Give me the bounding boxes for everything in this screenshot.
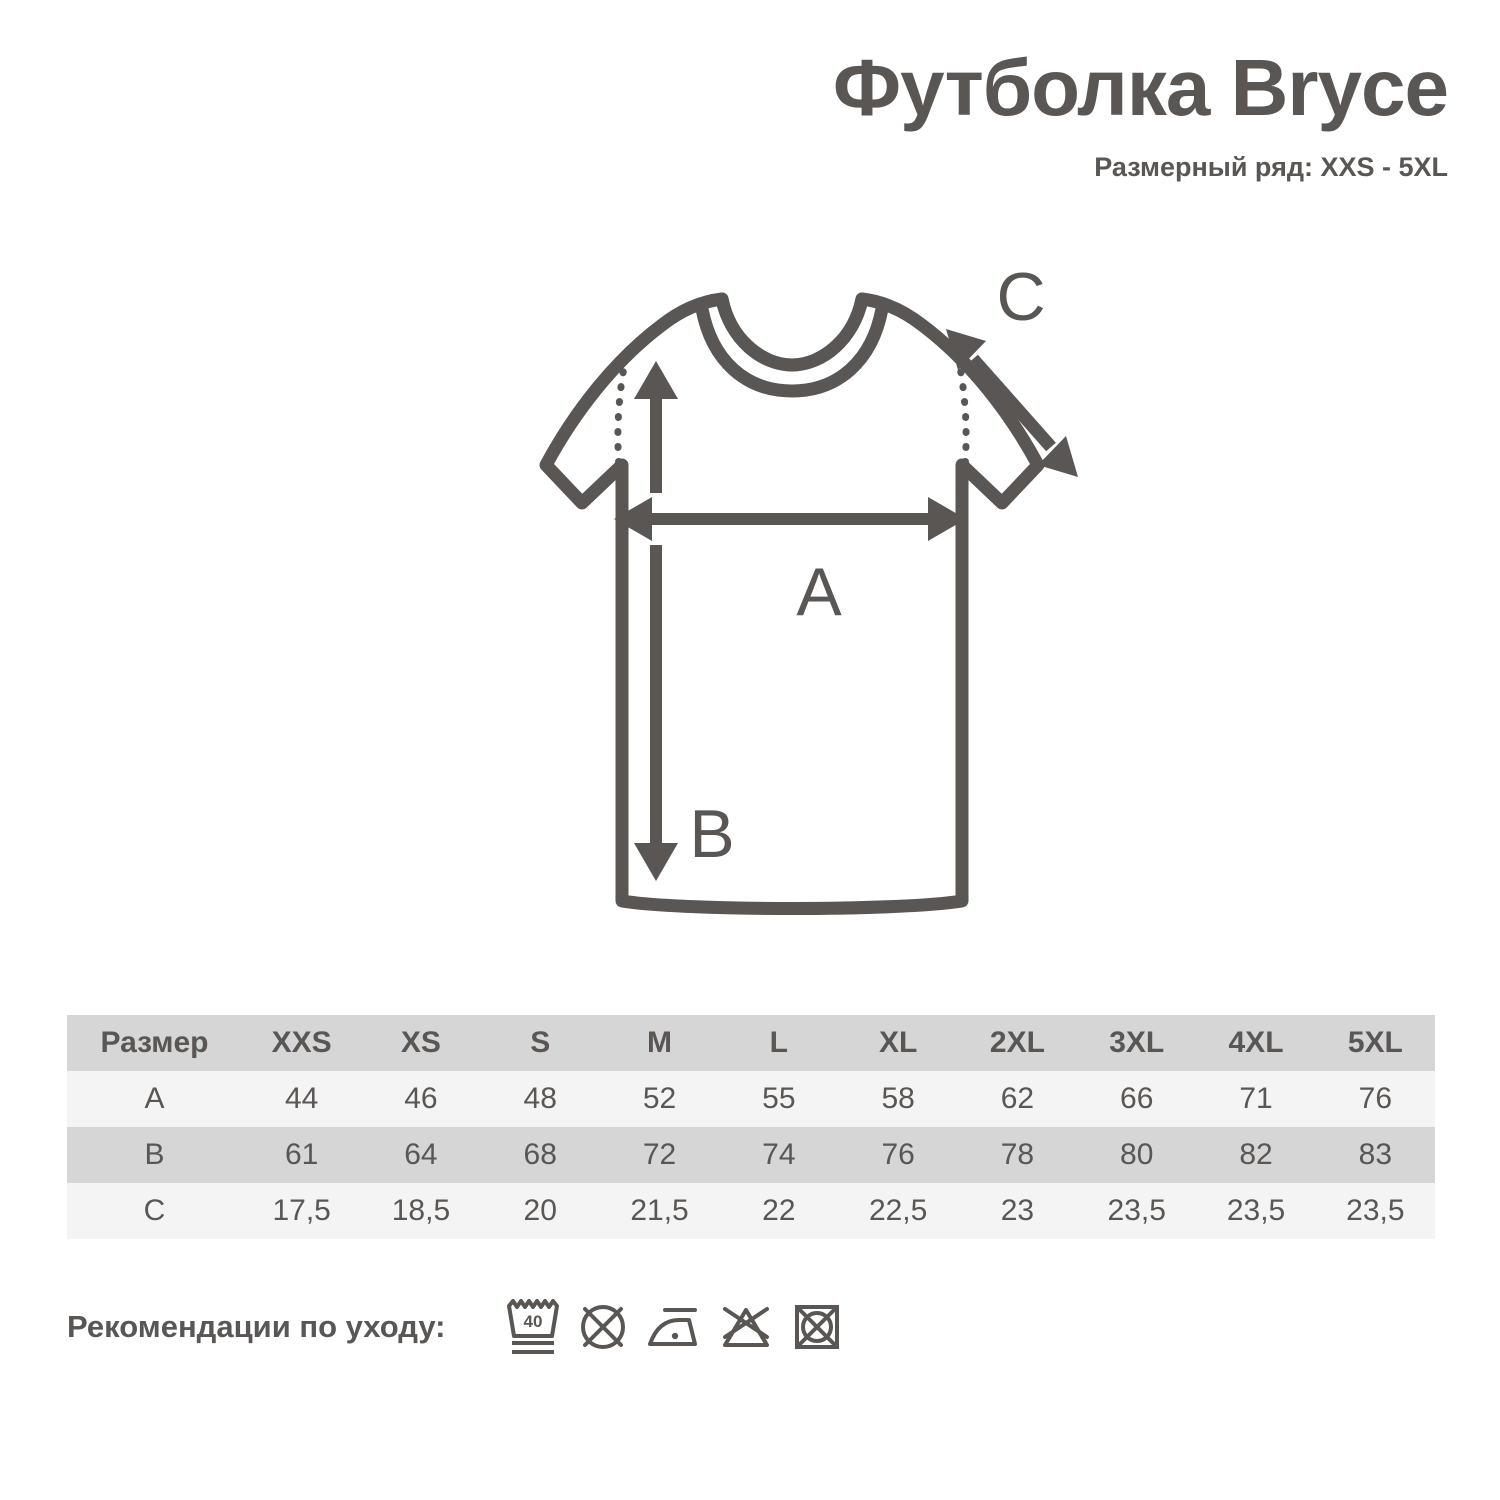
care-icon-group: 40: [505, 1296, 845, 1358]
iron-low-icon: [648, 1308, 698, 1346]
wash-temperature-value: 40: [524, 1312, 543, 1331]
cell-a-xxs: 44: [284, 1082, 319, 1115]
cell-a-2xl: 62: [1000, 1082, 1035, 1115]
table-row: B 61 64 68 72 74 76 78 80 82 83: [67, 1127, 1435, 1183]
sleeve-arrow-icon: [946, 329, 1078, 477]
cell-b-m: 72: [642, 1138, 677, 1171]
cell-b-xs: 64: [404, 1138, 438, 1171]
cell-b-l: 74: [762, 1138, 796, 1171]
header-size-xs: XS: [400, 1026, 441, 1059]
header-size-l: L: [769, 1026, 788, 1059]
cell-a-l: 55: [762, 1082, 796, 1115]
cell-c-xxs: 17,5: [272, 1194, 331, 1227]
cell-a-xs: 46: [404, 1082, 438, 1115]
care-instructions-label: Рекомендации по уходу:: [67, 1309, 446, 1344]
cell-a-5xl: 76: [1358, 1082, 1393, 1115]
cell-c-m: 21,5: [630, 1194, 689, 1227]
width-arrow-icon: [614, 497, 966, 541]
wash-40-delicate-icon: 40: [507, 1299, 560, 1354]
care-instructions: Рекомендации по уходу: 40: [67, 1296, 845, 1358]
header-size-4xl: 4XL: [1228, 1026, 1284, 1059]
cell-a-4xl: 71: [1239, 1082, 1273, 1115]
no-bleach-icon: [723, 1307, 770, 1347]
header-size-3xl: 3XL: [1109, 1026, 1165, 1059]
header-size-m: M: [647, 1026, 673, 1059]
tshirt-outline-icon: A B C: [539, 265, 1078, 915]
header: Футболка Bryce Размерный ряд: XXS - 5XL: [832, 43, 1449, 183]
cell-b-s: 68: [523, 1138, 557, 1171]
size-table: Размер XXS XS S M L XL 2XL 3XL 4XL 5XL A…: [67, 1015, 1435, 1239]
cell-b-5xl: 83: [1358, 1138, 1393, 1171]
table-header-row: Размер XXS XS S M L XL 2XL 3XL 4XL 5XL: [67, 1015, 1435, 1071]
label-a: A: [796, 554, 842, 630]
header-size-s: S: [530, 1026, 551, 1059]
cell-b-4xl: 82: [1239, 1138, 1273, 1171]
table-body: A 44 46 48 52 55 58 62 66 71 76 B 61 64 …: [67, 1071, 1435, 1239]
header-size-5xl: 5XL: [1347, 1026, 1403, 1059]
header-size-2xl: 2XL: [989, 1026, 1045, 1059]
table-header: Размер XXS XS S M L XL 2XL 3XL 4XL 5XL: [67, 1015, 1435, 1071]
header-measure-label: Размер: [100, 1026, 209, 1059]
cell-b-xl: 76: [881, 1138, 915, 1171]
page-title: Футболка Bryce: [832, 43, 1449, 132]
no-tumble-dry-icon: [795, 1305, 840, 1349]
cell-a-m: 52: [642, 1082, 677, 1115]
row-label-c: C: [143, 1194, 166, 1227]
cell-a-3xl: 66: [1120, 1082, 1154, 1115]
length-arrow-icon: [634, 361, 678, 881]
cell-c-4xl: 23,5: [1226, 1194, 1286, 1227]
cell-c-l: 22: [762, 1194, 796, 1227]
cell-c-5xl: 23,5: [1346, 1194, 1405, 1227]
cell-c-xs: 18,5: [391, 1194, 451, 1227]
cell-c-2xl: 23: [1000, 1194, 1035, 1227]
header-size-xxs: XXS: [271, 1026, 332, 1059]
no-dry-clean-icon: [581, 1305, 626, 1349]
cell-b-2xl: 78: [1000, 1138, 1035, 1171]
table-row: A 44 46 48 52 55 58 62 66 71 76: [67, 1071, 1435, 1127]
cell-c-s: 20: [523, 1194, 557, 1227]
table-row: C 17,5 18,5 20 21,5 22 22,5 23 23,5 23,5…: [67, 1183, 1435, 1239]
cell-a-xl: 58: [881, 1082, 915, 1115]
row-label-a: A: [144, 1082, 165, 1115]
label-b: B: [689, 796, 734, 872]
header-size-xl: XL: [878, 1026, 918, 1059]
measurement-diagram: A B C: [430, 265, 1090, 955]
cell-a-s: 48: [523, 1082, 557, 1115]
cell-c-3xl: 23,5: [1107, 1194, 1166, 1227]
size-range-subtitle: Размерный ряд: XXS - 5XL: [1094, 152, 1448, 182]
cell-b-xxs: 61: [284, 1138, 319, 1171]
cell-b-3xl: 80: [1120, 1138, 1154, 1171]
label-c: C: [996, 265, 1045, 335]
cell-c-xl: 22,5: [868, 1194, 928, 1227]
row-label-b: B: [144, 1138, 165, 1171]
